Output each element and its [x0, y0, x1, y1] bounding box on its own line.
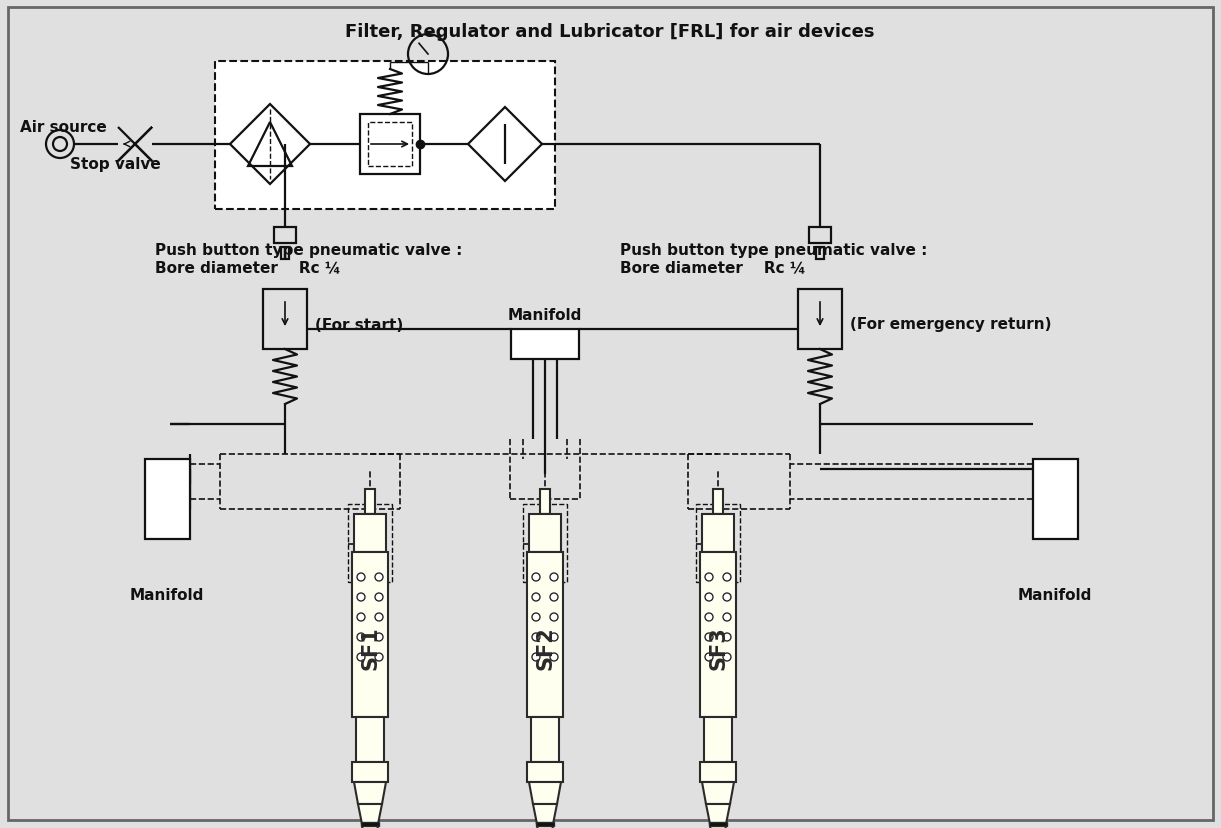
Text: Manifold: Manifold	[129, 587, 204, 602]
Bar	[799, 290, 842, 349]
Bar	[145, 460, 190, 539]
Circle shape	[549, 633, 558, 641]
Circle shape	[705, 594, 713, 601]
Circle shape	[705, 633, 713, 641]
Text: SF3: SF3	[708, 625, 728, 669]
Bar	[810, 228, 832, 243]
Polygon shape	[361, 824, 379, 828]
Bar	[540, 489, 549, 514]
Circle shape	[532, 653, 540, 662]
Polygon shape	[706, 804, 730, 824]
Polygon shape	[529, 782, 560, 804]
Text: Push button type pneumatic valve :: Push button type pneumatic valve :	[620, 243, 928, 258]
Circle shape	[549, 653, 558, 662]
Bar	[700, 762, 736, 782]
Text: Air source: Air source	[20, 119, 106, 134]
Text: SF2: SF2	[535, 625, 556, 669]
Bar	[696, 504, 740, 582]
Bar	[523, 504, 567, 582]
Bar	[274, 228, 295, 243]
Bar	[536, 822, 554, 826]
Circle shape	[375, 653, 383, 662]
Text: Stop valve: Stop valve	[70, 157, 161, 172]
Circle shape	[723, 633, 731, 641]
Bar	[360, 115, 420, 175]
Circle shape	[357, 594, 365, 601]
Polygon shape	[354, 782, 386, 804]
Bar	[348, 504, 392, 582]
Bar	[215, 62, 556, 209]
Polygon shape	[702, 782, 734, 804]
Bar	[365, 489, 375, 514]
Bar	[527, 552, 563, 717]
Text: (For start): (For start)	[315, 317, 403, 332]
Bar	[354, 514, 386, 552]
Bar	[1033, 460, 1078, 539]
Circle shape	[357, 633, 365, 641]
Circle shape	[705, 653, 713, 662]
Bar	[512, 330, 579, 359]
Polygon shape	[537, 824, 553, 828]
Text: Bore diameter    Rc ¼: Bore diameter Rc ¼	[620, 260, 806, 275]
Bar	[702, 514, 734, 552]
Text: Bore diameter    Rc ¼: Bore diameter Rc ¼	[155, 260, 341, 275]
Text: Manifold: Manifold	[508, 308, 582, 323]
Bar	[366, 514, 374, 524]
Polygon shape	[534, 804, 557, 824]
Polygon shape	[709, 824, 726, 828]
Bar	[529, 514, 560, 552]
Circle shape	[705, 573, 713, 581]
Circle shape	[532, 573, 540, 581]
Circle shape	[532, 594, 540, 601]
Bar	[357, 717, 383, 762]
Bar	[281, 248, 289, 260]
Text: SF1: SF1	[360, 625, 380, 669]
Text: Manifold: Manifold	[1018, 587, 1093, 602]
Bar	[714, 514, 722, 524]
Circle shape	[375, 633, 383, 641]
Bar	[527, 762, 563, 782]
Circle shape	[357, 573, 365, 581]
Circle shape	[723, 573, 731, 581]
Circle shape	[705, 614, 713, 621]
Circle shape	[357, 614, 365, 621]
Bar	[263, 290, 306, 349]
Circle shape	[723, 614, 731, 621]
Circle shape	[532, 614, 540, 621]
Circle shape	[549, 614, 558, 621]
Bar	[352, 552, 388, 717]
Bar	[713, 489, 723, 514]
Bar	[368, 123, 411, 166]
Text: Filter, Regulator and Lubricator [FRL] for air devices: Filter, Regulator and Lubricator [FRL] f…	[346, 23, 874, 41]
Circle shape	[549, 594, 558, 601]
Circle shape	[375, 573, 383, 581]
Circle shape	[723, 653, 731, 662]
Text: Push button type pneumatic valve :: Push button type pneumatic valve :	[155, 243, 463, 258]
Bar	[361, 822, 379, 826]
Circle shape	[723, 594, 731, 601]
Bar	[700, 552, 736, 717]
Bar	[531, 717, 559, 762]
Bar	[352, 762, 388, 782]
Circle shape	[532, 633, 540, 641]
Circle shape	[357, 653, 365, 662]
Circle shape	[549, 573, 558, 581]
Bar	[816, 248, 824, 260]
Polygon shape	[358, 804, 382, 824]
Circle shape	[375, 594, 383, 601]
Text: (For emergency return): (For emergency return)	[850, 317, 1051, 332]
Circle shape	[375, 614, 383, 621]
Bar	[709, 822, 726, 826]
Bar	[705, 717, 733, 762]
Bar	[541, 514, 549, 524]
